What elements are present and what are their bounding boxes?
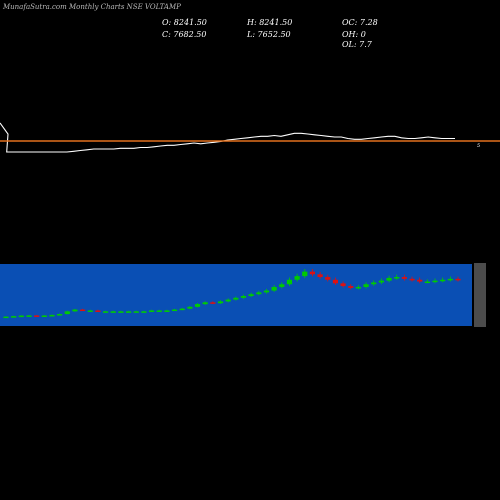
candle-body bbox=[64, 311, 70, 315]
candle-series bbox=[3, 268, 461, 319]
ohlc-high: H: 8241.50 bbox=[247, 18, 293, 27]
candle-body bbox=[340, 283, 346, 287]
chart-title: Monthly Charts NSE VOLTAMP bbox=[69, 3, 181, 11]
candle-body bbox=[386, 277, 392, 281]
candle-body bbox=[256, 292, 262, 295]
candle-body bbox=[87, 310, 93, 312]
candle-body bbox=[18, 315, 24, 318]
candle-body bbox=[26, 315, 32, 317]
candle-body bbox=[164, 310, 170, 312]
candle-body bbox=[263, 290, 270, 293]
candle-body bbox=[141, 311, 147, 313]
candle-body bbox=[394, 277, 400, 279]
candle-body bbox=[286, 279, 293, 285]
candle-body bbox=[11, 316, 17, 318]
candle-body bbox=[217, 301, 224, 304]
candle-body bbox=[378, 280, 384, 283]
volume-line-panel bbox=[0, 122, 455, 153]
candle-body bbox=[302, 271, 308, 277]
candle-body bbox=[233, 297, 239, 300]
candle-body bbox=[95, 310, 101, 312]
candle-body bbox=[332, 279, 339, 284]
candle-body bbox=[271, 286, 277, 291]
candle-body bbox=[363, 284, 369, 287]
candle-body bbox=[102, 311, 109, 313]
candle-body bbox=[248, 294, 254, 296]
candle-body bbox=[148, 310, 155, 312]
candle-body bbox=[424, 281, 430, 284]
candle-body bbox=[447, 278, 453, 281]
candle-body bbox=[171, 309, 178, 312]
candle-body bbox=[317, 274, 323, 278]
candle-body bbox=[325, 277, 331, 280]
price-scale bbox=[474, 263, 486, 327]
candle-body bbox=[187, 306, 193, 309]
candle-body bbox=[194, 304, 201, 307]
candle-body bbox=[41, 315, 47, 318]
candle-body bbox=[294, 276, 300, 280]
candle-body bbox=[49, 314, 55, 317]
candle-body bbox=[210, 302, 216, 304]
candle-body bbox=[440, 279, 446, 282]
candle-body bbox=[34, 315, 40, 317]
candle-body bbox=[371, 282, 377, 285]
ohlc-close: C: 7682.50 bbox=[162, 30, 207, 39]
watermark: MunafaSutra.com Monthly Charts NSE VOLTA… bbox=[3, 3, 181, 11]
candle-body bbox=[225, 299, 231, 302]
ohlc-low: L: 7652.50 bbox=[247, 30, 291, 39]
candle-body bbox=[409, 278, 415, 281]
candle-body bbox=[348, 286, 354, 288]
candle-body bbox=[133, 311, 139, 313]
candle-body bbox=[3, 316, 9, 319]
ohlc-oc: OC: 7.28 bbox=[342, 18, 378, 27]
candle-body bbox=[355, 286, 362, 289]
ohlc-open: O: 8241.50 bbox=[162, 18, 207, 27]
candle-body bbox=[279, 284, 285, 287]
ohlc-oh: OH: 0 bbox=[342, 30, 366, 39]
candle-body bbox=[309, 271, 316, 275]
candle-body bbox=[110, 311, 116, 313]
candle-body bbox=[80, 309, 86, 312]
candle-body bbox=[401, 277, 407, 279]
candle-body bbox=[179, 308, 185, 311]
candle-body bbox=[240, 296, 247, 298]
candle-body bbox=[118, 311, 124, 313]
candle-body bbox=[432, 280, 438, 283]
candle-body bbox=[417, 279, 423, 282]
ohlc-ol: OL: 7.7 bbox=[342, 40, 372, 49]
candle-body bbox=[57, 314, 63, 316]
side-label: 5 bbox=[477, 143, 481, 149]
candle-body bbox=[72, 309, 78, 312]
candle-body bbox=[202, 302, 208, 305]
candle-body bbox=[455, 278, 461, 281]
watermark-site: MunafaSutra.com bbox=[3, 3, 67, 11]
candle-body bbox=[125, 311, 132, 313]
candle-body bbox=[156, 310, 162, 312]
candle-panel bbox=[0, 264, 472, 326]
indicator-line bbox=[0, 122, 455, 153]
